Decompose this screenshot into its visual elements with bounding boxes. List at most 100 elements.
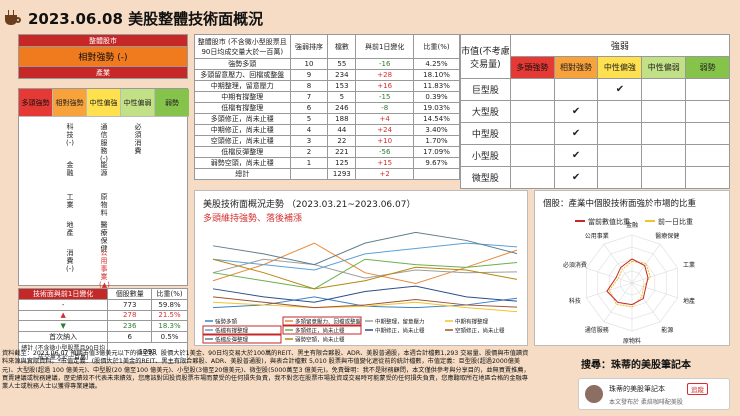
stat-row: ▲ 278 21.5% (17, 309, 188, 321)
legend-label: 低檔有撐整理 (215, 327, 249, 335)
series-line (212, 285, 518, 303)
stat-title: 技術面與前1日變化 (17, 288, 109, 300)
mid-cell-category: 弱勢空頭，尚未止穩 (194, 157, 291, 169)
size-cell (597, 144, 643, 167)
mid-header-ratio: 比重(%) (413, 34, 460, 59)
mid-cell-change: +24 (355, 124, 415, 136)
mid-header-change: 與前1日變化 (355, 34, 415, 59)
stat-cell-label: ▲ (17, 309, 109, 321)
legend-highlight-box (282, 316, 362, 326)
size-row: 微型股 ✔ (460, 166, 730, 189)
mid-cell-rank (289, 168, 329, 180)
mid-cell-change: +28 (355, 69, 415, 81)
overall-market-title: 整體股市 (18, 34, 188, 47)
mid-cell-count: 125 (327, 157, 357, 169)
legend-highlight-box (202, 334, 282, 344)
mid-cell-change: -15 (355, 91, 415, 103)
coffee-cup-icon (4, 10, 22, 26)
legend-label: 多頭修正，尚未止穩 (295, 327, 345, 335)
stat-row: -773 59.8% (17, 299, 188, 311)
size-cell (641, 100, 687, 123)
author-sub: 本文發布於 柔焙咖啡配美股 (609, 399, 683, 406)
mid-cell-rank: 4 (289, 124, 329, 136)
legend-label: 中期有撐整理 (455, 318, 489, 326)
size-row: 大型股 ✔ (460, 100, 730, 123)
stat-cell-ratio: 0.5% (151, 330, 188, 343)
mid-row: 中期有撐整理 7 5 -15 0.39% (194, 91, 460, 103)
mid-cell-category: 低檔有撐整理 (194, 102, 291, 114)
legend-highlight-box (202, 325, 282, 335)
search-banner: 搜尋：珠蒂的美股筆記本 (548, 356, 724, 371)
size-cell: ✔ (553, 122, 599, 145)
size-cell (509, 122, 555, 145)
size-cell: ✔ (553, 144, 599, 167)
size-row: 巨型股 ✔ (460, 78, 730, 101)
mid-cell-count: 55 (327, 58, 357, 70)
disclaimer-text: 資料截至：2023.06.07 預期市值3億美元以下的微型股、股價大於1美金、9… (2, 350, 530, 391)
legend-label: 空頭修正，尚未止穩 (455, 327, 505, 335)
radar-spoke (631, 243, 661, 284)
series-line (212, 296, 518, 309)
industry-materials: 原物料 (100, 193, 108, 217)
industry-communication: 通信服務(-) (100, 123, 108, 163)
size-cell (509, 166, 555, 189)
size-row: 小型股 ✔ (460, 144, 730, 167)
size-cell (509, 78, 555, 101)
mid-cell-ratio: 9.67% (413, 157, 460, 169)
trend-chart-title: 美股技術面概況走勢 （2023.03.21~2023.06.07） (203, 200, 416, 210)
radar-axis-label: 原物料 (623, 337, 641, 345)
col-head-relative-strong: 相對強勢 (53, 89, 87, 117)
radar-legend-label: 當前數值比重 (588, 217, 630, 226)
avatar (585, 385, 603, 403)
radar-chart-card: 個股：產業中個股技術面強於市場的比重 金融 醫療保健 工業 地產 能源 原物料 通信服務 科技… (534, 190, 730, 346)
series-line (212, 258, 518, 290)
radar-series (608, 260, 651, 308)
follow-button[interactable]: 追蹤 (687, 383, 708, 395)
overall-market-status: 相對強勢 (-) (18, 46, 188, 67)
mid-cell-ratio: 0.39% (413, 91, 460, 103)
radar-axis-label: 通信服務 (585, 326, 609, 334)
size-label: 巨型股 (460, 78, 511, 101)
series-line (212, 231, 518, 266)
size-cell (641, 78, 687, 101)
mid-row: 低檔有撐整理 6 246 -8 19.03% (194, 102, 460, 114)
mid-cell-rank: 2 (289, 146, 329, 158)
stat-header-count: 個股數量 (107, 288, 153, 300)
size-label: 微型股 (460, 166, 511, 189)
legend-label: 弱勢空頭，尚未止穩 (295, 336, 345, 344)
mid-row: 中期整理，留意壓力 8 153 +16 11.83% (194, 80, 460, 92)
mid-cell-category: 低檔反彈整理 (194, 146, 291, 158)
legend-label: 低檔反彈整理 (215, 336, 249, 344)
mid-cell-category: 多頭留意壓力、回檔或整盤 (194, 69, 291, 81)
mid-cell-change: -16 (355, 58, 415, 70)
author-card[interactable]: 珠蒂的美股筆記本 追蹤 本文發布於 柔焙咖啡配美股 (578, 378, 730, 410)
size-cell (641, 166, 687, 189)
industry-grid: 多頭強勢 相對強勢 中性偏強 中性偏弱 弱勢 科技(-) 金融 工業 地產 消費… (18, 88, 189, 289)
size-strength-header: 強弱 (509, 34, 731, 57)
size-cell (509, 100, 555, 123)
mid-row: 中期修正，尚未止穩 4 44 +24 3.40% (194, 124, 460, 136)
size-cell (641, 144, 687, 167)
mid-cell-ratio (413, 168, 460, 180)
radar-spoke (586, 267, 633, 284)
stat-row: 首次納入 6 0.5% (17, 330, 188, 343)
size-cell (685, 166, 730, 189)
mid-cell-change: +4 (355, 113, 415, 125)
size-label: 中型股 (460, 122, 511, 145)
legend-highlight-box (282, 325, 362, 335)
radar-axis-label: 地產 (683, 297, 695, 305)
mid-cell-count: 153 (327, 80, 357, 92)
mid-row: 多頭留意壓力、回檔或整盤 9 234 +28 18.10% (194, 69, 460, 81)
size-cell (685, 100, 730, 123)
series-line (212, 301, 518, 313)
industry-industrial: 工業 (66, 193, 74, 209)
mid-cell-ratio: 11.83% (413, 80, 460, 92)
size-cell: ✔ (553, 166, 599, 189)
mid-cell-rank: 5 (289, 113, 329, 125)
industry-finance: 金融 (66, 161, 74, 177)
radar-spoke (631, 282, 661, 323)
radar-axis-label: 必須消費 (563, 261, 587, 269)
industry-utilities: 公用事業(▲) (99, 249, 110, 289)
stat-cell-label: ▼ (17, 320, 109, 332)
size-cell (553, 78, 599, 101)
